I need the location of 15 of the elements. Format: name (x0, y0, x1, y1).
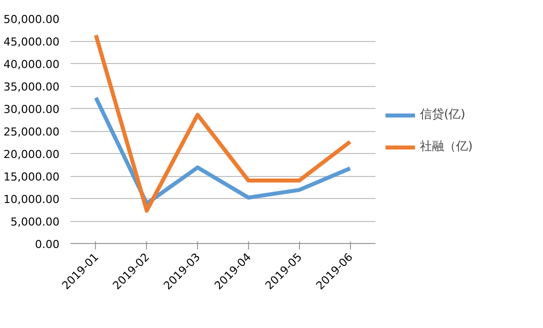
y-tick-label: 25,000.00 (4, 126, 60, 138)
y-tick-label: 30,000.00 (4, 103, 60, 116)
line-series (94, 33, 352, 213)
y-tick-label: 10,000.00 (4, 193, 60, 206)
y-tick-label: 15,000.00 (4, 170, 60, 184)
line-series (94, 96, 352, 206)
y-tick-label: 0.00 (35, 238, 60, 251)
y-tick-label: 45,000.00 (4, 36, 60, 48)
legend-label: 信贷(亿) (420, 106, 466, 123)
y-tick-label: 5,000.00 (10, 216, 60, 228)
legend-label: 社融（亿) (420, 138, 473, 155)
y-tick-label: 20,000.00 (4, 148, 60, 161)
y-tick-label: 50,000.00 (4, 13, 60, 26)
y-tick-label: 35,000.00 (4, 80, 60, 94)
y-tick-label: 40,000.00 (4, 58, 60, 71)
